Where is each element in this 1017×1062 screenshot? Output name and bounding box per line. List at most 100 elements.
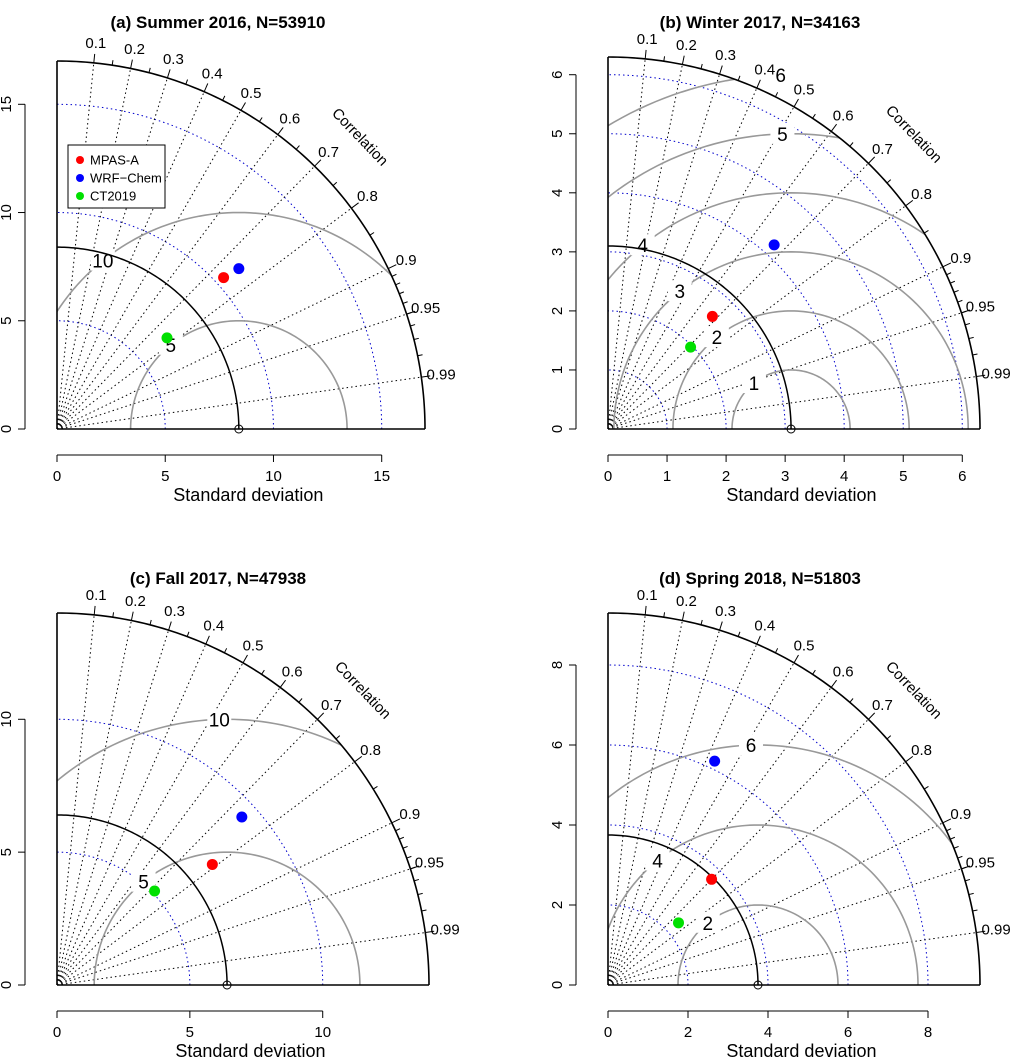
correlation-ray bbox=[56, 268, 389, 430]
correlation-ray bbox=[56, 662, 244, 986]
corr-major-tick bbox=[279, 679, 287, 688]
data-point-mpas-a bbox=[218, 272, 230, 284]
data-point-ct2019 bbox=[161, 332, 173, 344]
corr-major-tick bbox=[905, 199, 914, 207]
corr-minor-tick bbox=[402, 301, 408, 304]
rms-group bbox=[57, 718, 429, 985]
outer-arc bbox=[56, 60, 426, 430]
corr-minor-tick bbox=[261, 669, 265, 675]
corr-minor-tick bbox=[700, 619, 703, 625]
rms-label: 3 bbox=[674, 282, 685, 303]
rms-group bbox=[57, 211, 425, 429]
y-tick-label: 2 bbox=[549, 901, 566, 909]
correlation-ray bbox=[607, 376, 977, 430]
rms-label-bg bbox=[207, 708, 232, 730]
corr-minor-tick bbox=[812, 113, 816, 119]
corr-minor-tick bbox=[148, 67, 151, 73]
correlation-ray bbox=[607, 87, 758, 430]
corr-minor-tick bbox=[149, 619, 152, 625]
y-tick-label: 5 bbox=[549, 130, 566, 138]
corr-minor-tick bbox=[950, 280, 956, 284]
corr-tick-label: 0.7 bbox=[321, 697, 342, 714]
corr-major-tick bbox=[793, 98, 799, 108]
corr-tick-label: 0.1 bbox=[85, 35, 106, 52]
correlation-ray bbox=[607, 687, 832, 986]
corr-tick-label: 0.5 bbox=[241, 85, 262, 102]
correlation-ray bbox=[607, 58, 646, 430]
corr-tick-label: 0.8 bbox=[911, 742, 932, 759]
y-tick-label: 0 bbox=[0, 981, 15, 989]
corr-major-tick bbox=[976, 930, 986, 934]
corr-major-tick bbox=[719, 65, 723, 75]
correlation-ray bbox=[607, 643, 758, 986]
outer-arc bbox=[56, 612, 430, 986]
legend-label: CT2019 bbox=[90, 189, 136, 204]
sd-grid-arc bbox=[607, 824, 769, 986]
corr-tick-label: 0.1 bbox=[86, 587, 107, 604]
legend-marker bbox=[76, 192, 84, 200]
taylor-panel-2: (b) Winter 2017, N=34163 1 2 3 4 5 6 0.1 0.2 0.3 0… bbox=[549, 13, 1011, 505]
taylor-panel-4: (d) Spring 2018, N=51803 2 4 6 0.1 0.2 0.3 0.4 0… bbox=[549, 569, 1011, 1061]
rms-circle bbox=[677, 904, 839, 985]
corr-tick-label: 0.7 bbox=[872, 141, 893, 158]
legend-label: WRF−Chem bbox=[90, 171, 162, 186]
corr-minor-tick bbox=[957, 855, 963, 859]
corr-minor-tick bbox=[223, 648, 228, 654]
corr-minor-tick bbox=[399, 836, 405, 840]
corr-minor-tick bbox=[953, 289, 959, 293]
y-tick-label: 0 bbox=[549, 425, 566, 433]
correlation-ray bbox=[607, 868, 962, 986]
corr-minor-tick bbox=[369, 232, 375, 236]
data-point-ct2019 bbox=[149, 885, 161, 897]
y-tick-label: 5 bbox=[0, 848, 15, 856]
x-tick-label: 0 bbox=[53, 1024, 61, 1041]
rms-label: 6 bbox=[746, 736, 757, 757]
sd-grid-arc bbox=[607, 664, 929, 986]
corr-minor-tick bbox=[406, 855, 412, 859]
rms-label: 4 bbox=[637, 236, 648, 257]
corr-tick-label: 0.3 bbox=[715, 47, 736, 64]
corr-minor-tick bbox=[774, 648, 779, 654]
rms-circle bbox=[731, 369, 851, 429]
corr-major-tick bbox=[681, 611, 685, 621]
corr-tick-label: 0.3 bbox=[163, 51, 184, 68]
corr-tick-label: 0.95 bbox=[966, 299, 995, 316]
correlation-ray bbox=[607, 131, 832, 430]
correlation-ray bbox=[607, 718, 869, 986]
rms-label-bg bbox=[770, 122, 795, 144]
corr-major-tick bbox=[130, 611, 134, 621]
data-point-wrf-chem bbox=[709, 755, 721, 767]
rms-label: 4 bbox=[652, 852, 663, 873]
corr-tick-label: 0.6 bbox=[282, 663, 303, 680]
corr-major-tick bbox=[242, 654, 248, 664]
corr-major-tick bbox=[756, 79, 761, 89]
corr-tick-label: 0.2 bbox=[124, 41, 145, 58]
corr-minor-tick bbox=[421, 909, 427, 912]
y-tick-label: 10 bbox=[0, 711, 15, 728]
reference-sd-arc bbox=[56, 246, 240, 430]
corr-major-tick bbox=[314, 159, 322, 167]
corr-minor-tick bbox=[964, 878, 971, 882]
x-tick-label: 0 bbox=[53, 468, 61, 485]
correlation-ray bbox=[56, 629, 170, 986]
corr-minor-tick bbox=[410, 324, 416, 327]
corr-minor-tick bbox=[737, 631, 741, 637]
correlation-ray bbox=[56, 687, 281, 986]
data-point-mpas-a bbox=[206, 858, 218, 870]
taylor-panel-1: (a) Summer 2016, N=53910 5 10 0.1 0.2 0.3 0.4 0… bbox=[0, 13, 456, 505]
corr-minor-tick bbox=[417, 892, 423, 896]
correlation-ray bbox=[56, 614, 95, 986]
corr-tick-label: 0.5 bbox=[794, 638, 815, 655]
x-tick-label: 1 bbox=[663, 468, 671, 485]
chart-title: (b) Winter 2017, N=34163 bbox=[660, 13, 861, 32]
correlation-ray bbox=[56, 62, 95, 430]
corr-major-tick bbox=[905, 756, 914, 763]
corr-minor-tick bbox=[774, 92, 779, 98]
corr-major-tick bbox=[387, 264, 397, 270]
x-tick-label: 0 bbox=[604, 1024, 612, 1041]
correlation-ray bbox=[56, 165, 315, 430]
corr-minor-tick bbox=[886, 179, 892, 184]
corr-major-tick bbox=[976, 374, 986, 378]
rms-label-bg bbox=[667, 280, 692, 302]
taylor-panel-3: (c) Fall 2017, N=47938 5 10 0.1 0.2 0.3 0.4 0.5… bbox=[0, 569, 460, 1061]
